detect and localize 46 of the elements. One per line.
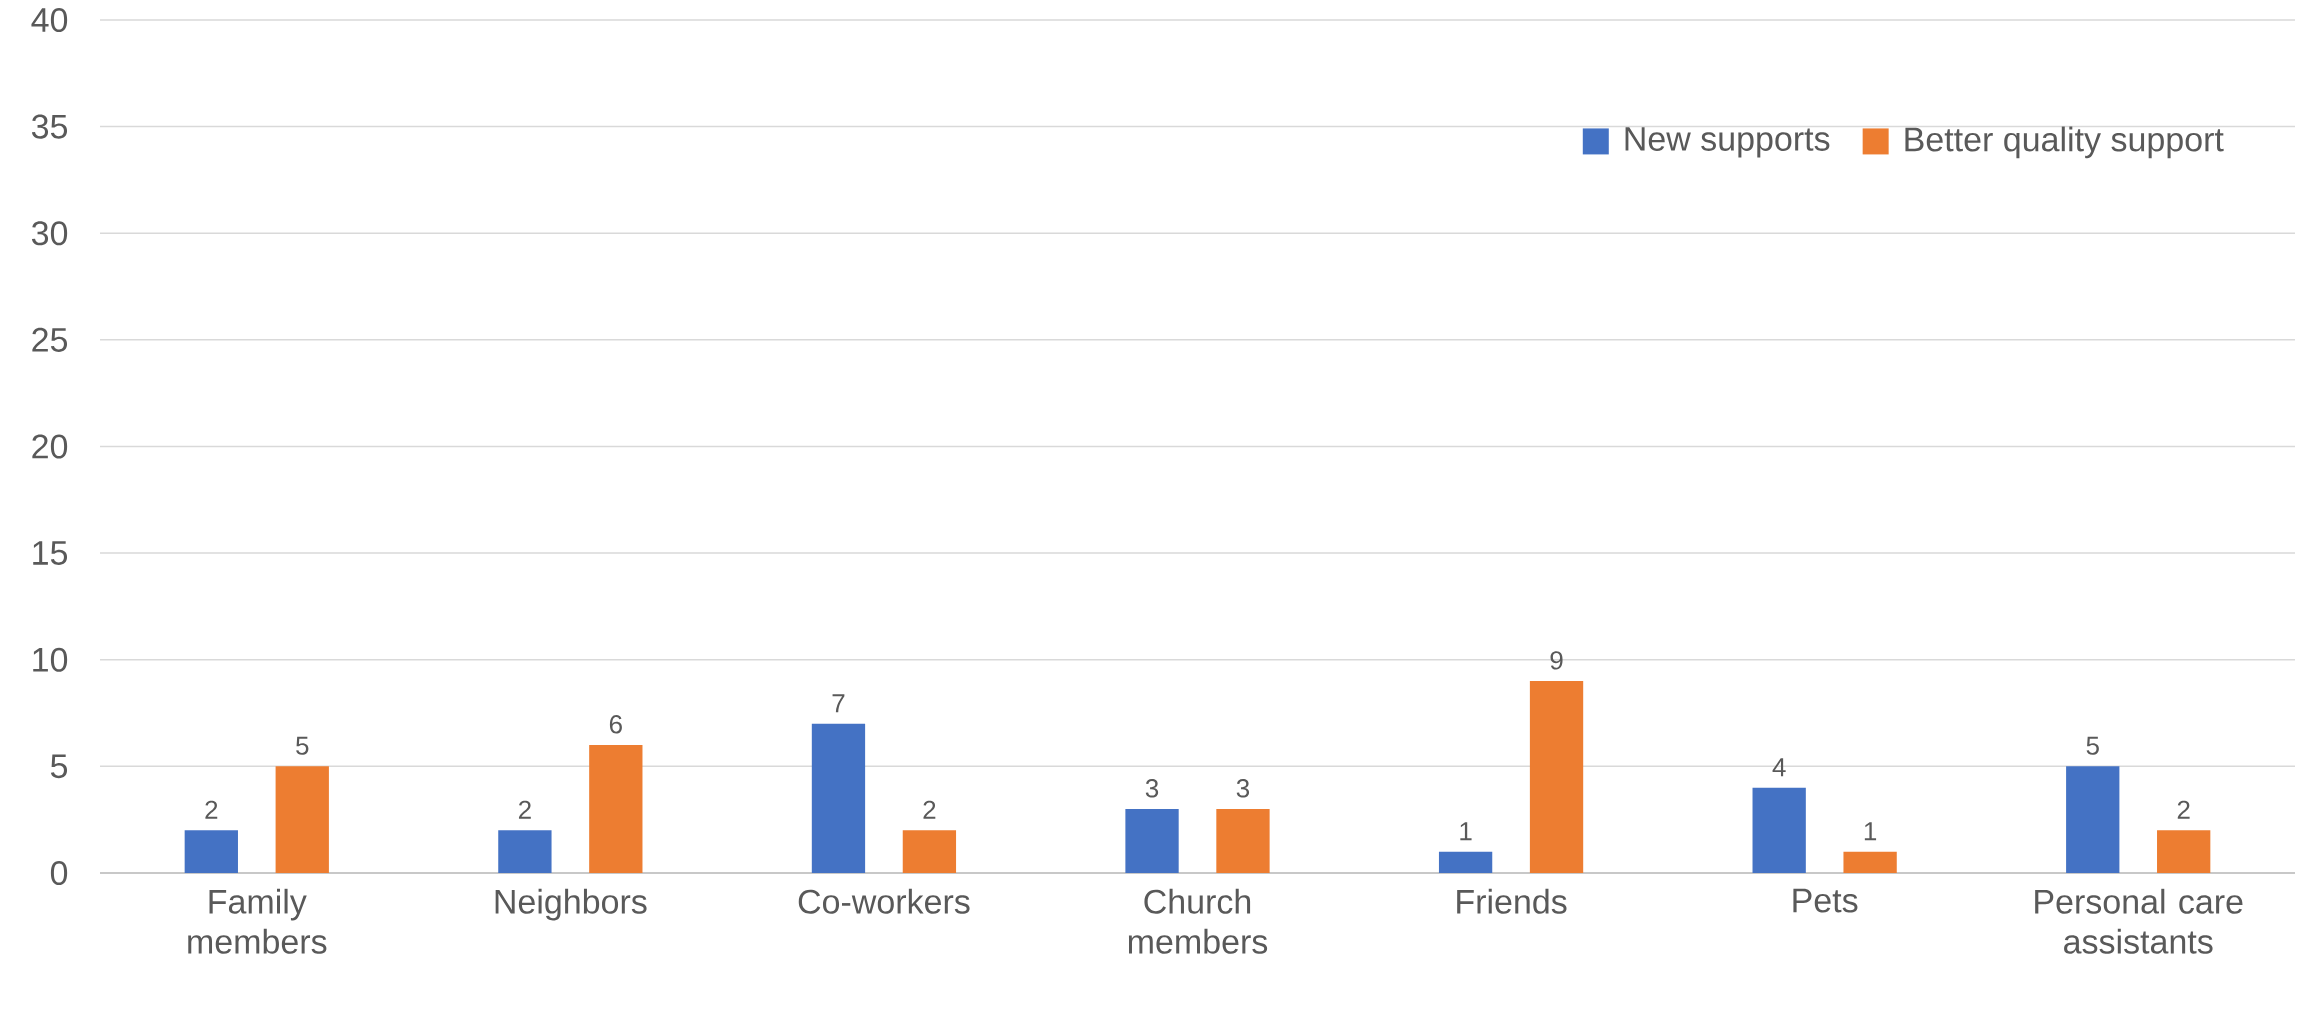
bar [811, 723, 866, 873]
y-tick-label: 20 [32, 434, 68, 459]
bar [1125, 809, 1179, 873]
bar [589, 745, 643, 873]
bar [275, 766, 329, 873]
data-label: 5 [2086, 736, 2099, 755]
data-label: 1 [1460, 822, 1472, 841]
data-label: 2 [205, 800, 218, 819]
data-label: 3 [1145, 779, 1159, 798]
bar [902, 830, 957, 873]
data-label: 9 [1550, 651, 1563, 670]
bar [1438, 851, 1493, 873]
bar [1216, 809, 1270, 873]
bar [184, 830, 238, 873]
y-tick-label: 30 [31, 221, 68, 246]
bar [498, 830, 552, 873]
data-label: 2 [518, 800, 531, 819]
legend-label: Better quality support [1905, 126, 2224, 159]
data-label: 3 [1236, 779, 1250, 798]
legend-label: New supports [1625, 127, 1830, 158]
y-tick-label: 35 [31, 114, 68, 139]
data-label: 6 [609, 715, 622, 734]
x-tick-label: Personal care assistants [2035, 888, 2243, 954]
bar [2066, 766, 2120, 873]
y-tick-label: 5 [50, 754, 68, 779]
y-tick-label: 0 [50, 860, 68, 886]
y-tick-label: 40 [31, 7, 68, 33]
data-label: 2 [923, 800, 936, 819]
x-tick-label: Pets [1793, 888, 1858, 913]
data-label: 2 [2177, 800, 2190, 819]
data-label: 4 [1772, 758, 1786, 777]
bar [2157, 830, 2211, 873]
x-tick-label: Co-workers [798, 888, 970, 914]
y-tick-label: 25 [32, 327, 68, 352]
x-tick-label: Friends [1457, 888, 1567, 914]
data-label: 1 [1864, 822, 1877, 841]
data-label: 5 [296, 736, 309, 755]
bar [1843, 851, 1897, 873]
bar [1529, 681, 1584, 873]
data-label: 7 [832, 694, 845, 713]
x-tick-label: Church members [1128, 888, 1268, 954]
x-tick-label: Family members [188, 888, 327, 954]
y-tick-label: 10 [33, 647, 68, 672]
bar [1752, 787, 1806, 873]
y-tick-label: 15 [33, 541, 68, 565]
x-tick-label: Neighbors [495, 888, 647, 921]
